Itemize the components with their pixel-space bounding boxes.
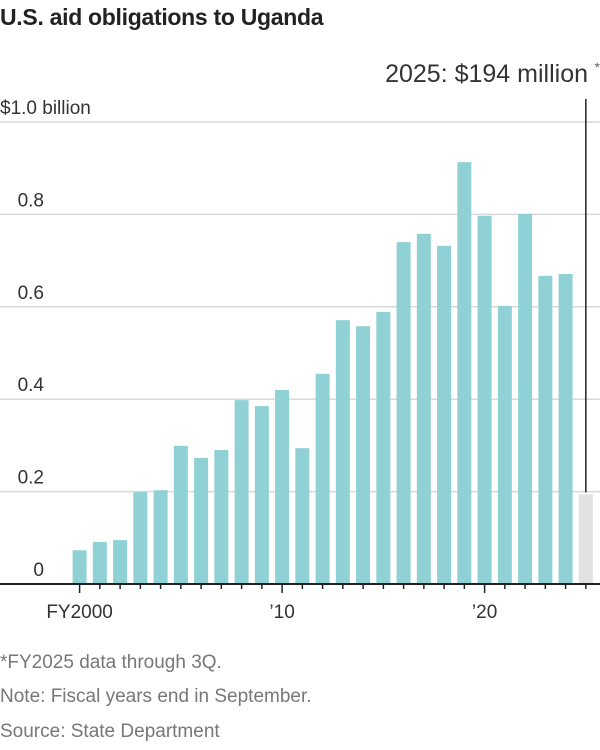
y-tick-label: 0.4 bbox=[18, 375, 45, 396]
y-tick-label: 0.6 bbox=[18, 283, 44, 304]
x-tick-label: ’20 bbox=[472, 602, 497, 623]
bar-2015 bbox=[376, 311, 391, 584]
bar-2008 bbox=[234, 400, 249, 584]
bar-2003 bbox=[133, 492, 148, 584]
bar-2023 bbox=[538, 275, 553, 584]
y-tick-label: $1.0 billion bbox=[0, 98, 91, 119]
footnote-source: Source: State Department bbox=[0, 721, 220, 742]
bar-highlight-2025 bbox=[578, 494, 593, 584]
bar-2010 bbox=[275, 389, 290, 584]
bar-2009 bbox=[254, 406, 269, 584]
bar-2024 bbox=[558, 273, 573, 584]
bar-2018 bbox=[437, 245, 452, 585]
bar-2007 bbox=[214, 450, 229, 584]
bar-2011 bbox=[295, 448, 310, 584]
bar-2021 bbox=[497, 305, 512, 584]
bar-2004 bbox=[153, 490, 168, 584]
footnote-note: Note: Fiscal years end in September. bbox=[0, 686, 312, 707]
bar-2014 bbox=[356, 326, 371, 584]
bar-2002 bbox=[113, 540, 128, 584]
bar-2012 bbox=[315, 373, 330, 584]
bar-2001 bbox=[92, 541, 107, 584]
bar-2022 bbox=[518, 213, 533, 585]
x-tick-label: FY2000 bbox=[46, 602, 113, 623]
y-tick-label: 0.8 bbox=[18, 190, 44, 211]
annotation-label: 2025: $194 million bbox=[385, 60, 588, 88]
y-tick-label: 0.2 bbox=[18, 468, 44, 489]
x-tick-label: ’10 bbox=[269, 602, 294, 623]
bar-2020 bbox=[477, 215, 492, 584]
bar-2006 bbox=[194, 457, 209, 584]
annotation-asterisk: * bbox=[595, 59, 600, 75]
chart-title: U.S. aid obligations to Uganda bbox=[0, 4, 324, 30]
bar-2016 bbox=[396, 242, 411, 584]
bar-2019 bbox=[457, 162, 472, 584]
bar-2013 bbox=[335, 320, 350, 584]
footnote-asterisk: *FY2025 data through 3Q. bbox=[0, 652, 222, 673]
y-tick-label: 0 bbox=[33, 560, 44, 581]
bar-2017 bbox=[416, 233, 431, 584]
bar-2005 bbox=[173, 445, 188, 584]
bar-2000 bbox=[72, 550, 87, 584]
bar-chart: 0 0.2 0.4 0.6 0.8 $1.0 billion FY2000 ’10 ’20 202… bbox=[0, 59, 600, 623]
